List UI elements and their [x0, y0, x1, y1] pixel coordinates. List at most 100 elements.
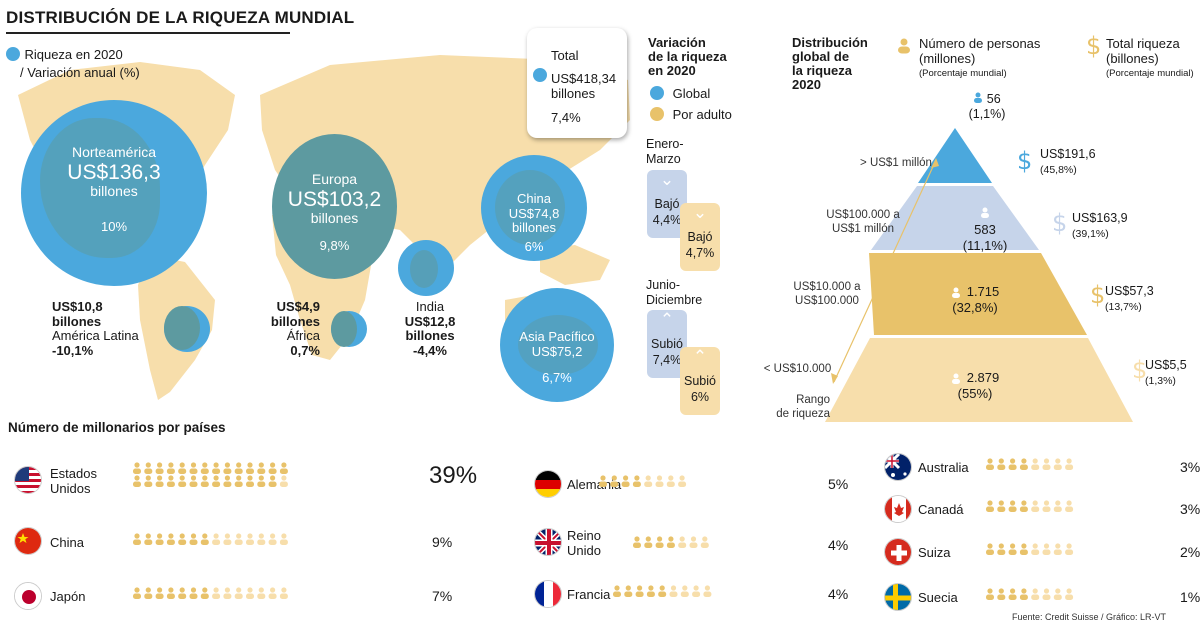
europe-value: US$103,2 — [287, 187, 382, 211]
person-icon — [635, 585, 644, 597]
person-icon — [1042, 458, 1051, 470]
label-india: India US$12,8 billones -4,4% — [380, 299, 480, 358]
legend-global-dot — [6, 47, 20, 61]
person-icon — [680, 585, 689, 597]
pyramid-title-1: Distribución — [792, 35, 868, 50]
person-icon — [678, 475, 687, 487]
person-icon — [200, 533, 209, 545]
country-pct-canada: 3% — [1180, 501, 1200, 517]
person-icon — [189, 462, 198, 474]
person-icon — [633, 536, 641, 548]
china-unit: billones — [511, 220, 557, 236]
tier-4-people-value: 2.879 — [966, 370, 1000, 385]
people-legend-3: (Porcentaje mundial) — [919, 68, 1007, 79]
person-icon — [703, 585, 712, 597]
pyramid-title-4: 2020 — [792, 77, 821, 92]
people-icons — [986, 458, 1074, 470]
country-name-switzerland: Suiza — [918, 545, 951, 560]
label-europe: Europa US$103,2 billones 9,8% — [272, 171, 397, 253]
person-icon — [997, 500, 1006, 512]
country-name-australia: Australia — [918, 460, 969, 475]
tier-4-people: 2.879 (55%) — [935, 370, 1015, 402]
person-icon — [666, 536, 675, 548]
country-pct-switzerland: 2% — [1180, 544, 1200, 560]
person-icon — [986, 543, 994, 555]
asia-pacific-value: US$75,2 — [531, 343, 583, 359]
total-value-group: US$418,34 billones — [551, 71, 616, 101]
person-icon — [223, 475, 232, 487]
total-dot — [533, 68, 547, 82]
person-icon — [223, 587, 232, 599]
total-box: Total US$418,34 billones 7,4% — [527, 28, 627, 138]
china-pct: 6% — [524, 238, 544, 254]
tier-3-wealth-pct: (13,7%) — [1105, 301, 1142, 313]
range-axis-arrow — [931, 158, 939, 168]
people-legend-2: (millones) — [919, 51, 976, 66]
tier-2-range-1: US$100.000 a — [826, 209, 900, 221]
bubble-india-teal — [410, 250, 438, 288]
person-icon — [1008, 500, 1017, 512]
person-icon — [1065, 543, 1074, 555]
variation-global-dot — [650, 86, 664, 100]
north-america-unit: billones — [90, 183, 138, 200]
country-pct-uk: 4% — [828, 537, 849, 553]
person-icon — [155, 587, 164, 599]
person-icon — [666, 475, 675, 487]
person-icon — [1065, 500, 1074, 512]
people-row-canada — [985, 500, 1077, 520]
people-icons — [986, 543, 1074, 555]
person-icon — [257, 587, 266, 599]
person-icon — [1042, 588, 1051, 600]
person-icon — [613, 585, 621, 597]
person-icon — [223, 462, 232, 474]
pyramid-tier-2 — [871, 186, 1039, 250]
india-pct: -4,4% — [413, 342, 447, 358]
person-icon — [166, 462, 175, 474]
person-icon — [1042, 543, 1051, 555]
person-icon — [632, 475, 641, 487]
person-icon — [189, 587, 198, 599]
p1-global-val: 4,4% — [652, 213, 682, 227]
p1-global-tile: ⌄ Bajó 4,4% — [647, 170, 687, 238]
person-icon — [155, 475, 164, 487]
tier-1-people: 56 (1,1%) — [957, 92, 1017, 122]
people-row-switzerland — [985, 543, 1077, 563]
variation-legend: Global Por adulto — [650, 86, 732, 122]
person-icon — [1008, 543, 1017, 555]
bubble-asia-pacific-teal — [518, 315, 598, 375]
tier-3-range-1: US$10.000 a — [793, 281, 861, 293]
person-icon — [997, 588, 1006, 600]
flag-france-icon — [534, 580, 562, 608]
country-name-canada: Canadá — [918, 502, 964, 517]
people-icons — [613, 585, 712, 597]
person-icon — [1065, 458, 1074, 470]
person-icon — [257, 462, 266, 474]
person-icon — [692, 585, 701, 597]
bubble-north-america-teal — [40, 118, 160, 258]
country-name-japan: Japón — [50, 589, 86, 604]
country-name-uk-2: Unido — [567, 543, 601, 558]
dollar-icon: $ — [1090, 281, 1106, 309]
person-icon — [1065, 588, 1074, 600]
person-icon — [212, 533, 221, 545]
p1-adult-word: Bajó — [687, 230, 713, 244]
bubble-africa-teal — [331, 311, 357, 347]
label-latin-america: US$10,8 billones América Latina -10,1% — [52, 299, 157, 358]
person-icon — [212, 462, 221, 474]
person-icon — [644, 475, 653, 487]
people-icons — [633, 536, 709, 548]
person-icon — [189, 475, 198, 487]
person-icon — [279, 462, 288, 474]
tier-4-range: < US$10.000 — [763, 363, 832, 375]
bubble-china-teal — [495, 170, 565, 245]
pyramid-tier-4 — [825, 338, 1133, 422]
money-legend-text: Total riqueza (billones) (Porcentaje mun… — [1106, 36, 1200, 81]
person-icon — [234, 533, 243, 545]
period-1-label: Enero- Marzo — [646, 137, 684, 167]
tier-1-wealth-value: US$191,6 — [1040, 147, 1096, 161]
person-icon — [1031, 588, 1040, 600]
tier-1-range: > US$1 millón — [860, 157, 932, 169]
flag-sweden-icon — [884, 583, 912, 611]
person-icon — [155, 533, 164, 545]
person-icon — [178, 587, 187, 599]
